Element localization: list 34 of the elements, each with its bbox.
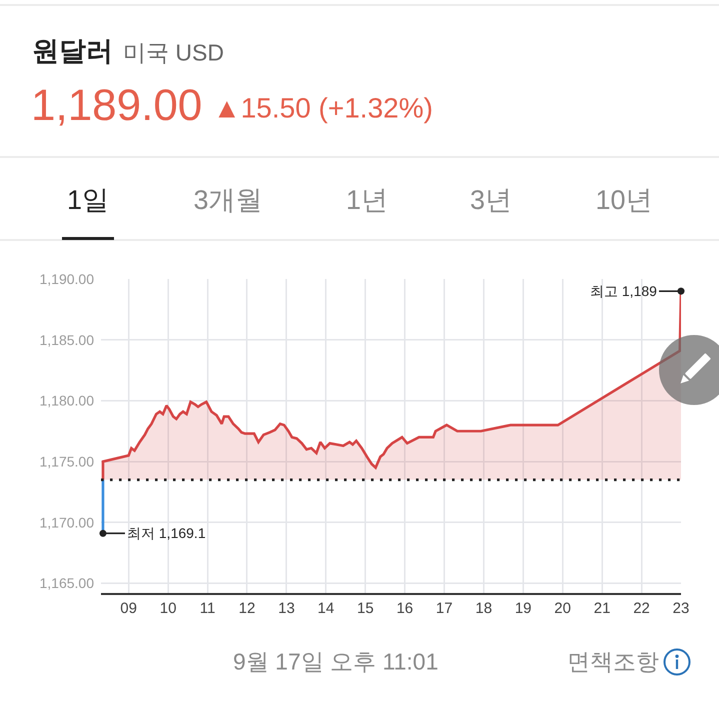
chart-title: 원달러 xyxy=(32,36,113,67)
y-tick-label: 1,185.00 xyxy=(40,332,94,348)
y-tick-label: 1,190.00 xyxy=(40,270,94,287)
annotation: 최고 1,189 xyxy=(590,283,658,299)
y-tick-label: 1,180.00 xyxy=(40,392,94,409)
text: 1일 xyxy=(66,185,110,216)
x-tick-label: 23 xyxy=(672,600,690,617)
x-tick-label: 21 xyxy=(594,600,610,617)
chart-subtitle: 미국 USD xyxy=(123,39,224,66)
x-tick-label: 16 xyxy=(396,600,414,617)
text: 3년 xyxy=(470,185,512,216)
y-tick-label: 1,165.00 xyxy=(40,575,94,592)
text: 1년 xyxy=(346,185,388,216)
x-tick-label: 09 xyxy=(120,600,137,617)
text: 3개월 xyxy=(193,185,263,216)
x-tick-label: 12 xyxy=(238,600,256,617)
annotation: 최저 1,169.1 xyxy=(127,525,206,541)
x-tick-label: 10 xyxy=(160,600,176,617)
y-tick-label: 1,175.00 xyxy=(40,453,94,470)
x-tick-label: 11 xyxy=(200,600,216,617)
x-tick-label: 19 xyxy=(514,600,532,617)
x-tick-label: 14 xyxy=(318,600,334,617)
x-tick-label: 17 xyxy=(436,600,453,617)
x-tick-label: 22 xyxy=(633,600,650,617)
text: 1,189.00 xyxy=(31,80,202,130)
x-tick-label: 13 xyxy=(278,600,295,617)
x-tick-label: 20 xyxy=(554,600,571,617)
text: 10년 xyxy=(595,185,653,216)
text: ▲15.50 (+1.32%) xyxy=(213,92,433,124)
text: 면책조항 xyxy=(567,648,659,675)
x-tick-label: 18 xyxy=(475,600,492,617)
y-tick-label: 1,170.00 xyxy=(40,514,94,530)
text: 9월 17일 오후 11:01 xyxy=(233,648,438,675)
x-tick-label: 15 xyxy=(357,600,374,617)
